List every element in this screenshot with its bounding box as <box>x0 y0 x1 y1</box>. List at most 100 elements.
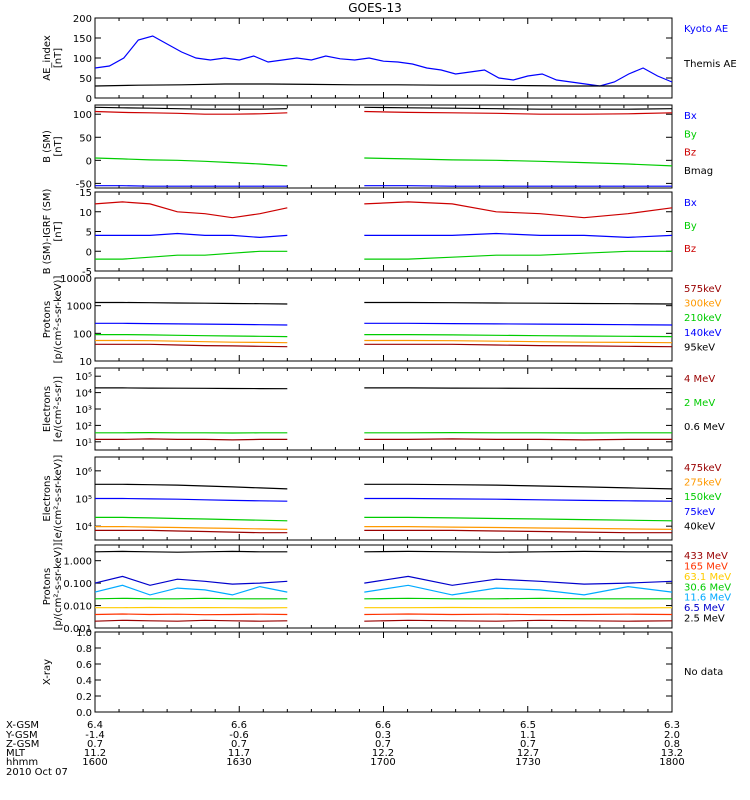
legend-entry: 63.1 MeV <box>684 572 731 583</box>
y-tick-label: 10 <box>79 357 92 368</box>
ephemeris-value: 0.7 <box>375 739 391 750</box>
y-tick-label: 1000 <box>67 302 92 313</box>
ephemeris-value: 6.6 <box>375 720 391 731</box>
ephemeris-value: -1.4 <box>85 730 105 741</box>
y-axis-label: B (SM)-IGRF (SM) <box>42 189 53 275</box>
legend-entry: 30.6 MeV <box>684 582 731 593</box>
y-tick-label: 150 <box>73 34 92 45</box>
y-tick-label: 100 <box>73 329 92 340</box>
y-tick-label: 200 <box>73 14 92 25</box>
ephemeris-value: 6.6 <box>231 720 247 731</box>
series-line-bmag <box>364 106 673 110</box>
series-line-bz <box>364 201 673 219</box>
legend-entry: 475keV <box>684 463 722 474</box>
ephemeris-value: 0.7 <box>87 739 103 750</box>
series-line-bmag <box>94 106 288 110</box>
y-tick-label: 0 <box>86 156 92 167</box>
series-line-4-mev <box>95 438 288 441</box>
series-line-by <box>95 250 288 260</box>
y-tick-label: 0.001 <box>63 624 92 635</box>
series-line-by <box>94 157 288 167</box>
ephemeris-value: 1630 <box>226 757 251 768</box>
ephemeris-value: 12.2 <box>372 748 394 759</box>
y-tick-label: -5 <box>82 267 92 278</box>
series-line-bx <box>364 185 672 187</box>
series-line-themis-ae <box>94 83 672 87</box>
series-line-30.6-mev <box>94 597 288 600</box>
y-tick-label: 10² <box>75 421 92 432</box>
series-line-150kev <box>364 516 673 522</box>
y-tick-label: 10¹ <box>75 438 92 449</box>
ephemeris-row-label: Z-GSM <box>6 739 39 750</box>
series-line-275kev <box>364 525 673 530</box>
legend-entry: 300keV <box>684 299 722 310</box>
y-axis-label: [p/(cm²-s-sr-keV)] <box>53 276 64 364</box>
series-line-75kev <box>364 497 673 502</box>
series-line-300kev <box>95 339 288 344</box>
series-line-11.6-mev <box>364 584 673 596</box>
series-line-150kev <box>95 516 288 522</box>
y-tick-label: 0.2 <box>76 692 92 703</box>
y-tick-label: -50 <box>76 179 92 190</box>
ephemeris-value: 0.7 <box>231 739 247 750</box>
series-line-75kev <box>95 497 288 502</box>
y-tick-label: 10 <box>79 208 92 219</box>
series-line-475kev <box>364 529 672 534</box>
y-tick-label: 1.0 <box>76 628 92 639</box>
y-tick-label: 50 <box>79 74 92 85</box>
panel-frame <box>94 367 673 451</box>
y-axis-label: Electrons <box>42 386 53 432</box>
ephemeris-value: 1700 <box>370 757 395 768</box>
legend-entry: 0.6 MeV <box>684 422 725 433</box>
legend-entry: 275keV <box>684 478 722 489</box>
y-tick-label: 50 <box>79 133 92 144</box>
legend-entry: Bmag <box>684 166 713 177</box>
legend-entry: By <box>684 221 697 232</box>
series-line-bx <box>95 232 288 239</box>
series-line-bx <box>364 232 673 239</box>
ephemeris-value: 11.2 <box>84 748 106 759</box>
y-axis-label: [e/(cm²-s-sr-keV)] <box>53 455 64 543</box>
series-line-kyoto-ae <box>94 35 673 87</box>
series-line-40kev <box>364 483 673 490</box>
y-tick-label: 0.4 <box>76 676 92 687</box>
series-line-bx <box>95 185 288 187</box>
series-line-575kev <box>95 343 288 348</box>
panel-frame <box>94 631 673 713</box>
series-line-2.5-mev <box>94 550 288 553</box>
y-tick-label: 100 <box>73 110 92 121</box>
ephemeris-value: 1730 <box>515 757 540 768</box>
series-line-95kev <box>364 301 673 305</box>
series-line-475kev <box>95 529 288 534</box>
series-line-bz <box>364 110 673 115</box>
y-tick-label: 0.0 <box>76 708 92 719</box>
chart-title: GOES-13 <box>348 1 402 15</box>
legend-entry: 2 MeV <box>684 398 715 409</box>
legend-entry: 575keV <box>684 284 722 295</box>
y-tick-label: 10000 <box>60 274 92 285</box>
panel-frame <box>94 104 673 189</box>
series-line-by <box>364 250 672 260</box>
y-tick-label: 10³ <box>75 405 92 416</box>
ephemeris-value: -0.6 <box>229 730 249 741</box>
y-axis-label: AE_index <box>42 35 53 81</box>
y-tick-label: 5 <box>86 228 92 239</box>
series-line-433-mev <box>364 619 673 622</box>
y-tick-label: 10⁵ <box>75 495 92 506</box>
ephemeris-value: 2.0 <box>664 730 680 741</box>
series-line-575kev <box>364 343 673 348</box>
series-line-0.6-mev <box>95 387 288 390</box>
legend-entry: 165 MeV <box>684 561 728 572</box>
y-axis-label: [e/(cm²-s-sr)] <box>53 376 64 442</box>
legend-entry: 433 MeV <box>684 551 728 562</box>
series-line-0.6-mev <box>364 387 673 390</box>
y-tick-label: 10⁶ <box>75 467 92 478</box>
ephemeris-value: 1600 <box>82 757 107 768</box>
y-tick-label: 1.000 <box>63 557 92 568</box>
series-line-bz <box>94 110 288 115</box>
series-line-210kev <box>364 334 673 338</box>
series-line-433-mev <box>94 619 288 622</box>
series-line-95kev <box>95 301 288 305</box>
ephemeris-row-label: hhmm <box>6 757 38 768</box>
ephemeris-value: 6.5 <box>520 720 536 731</box>
